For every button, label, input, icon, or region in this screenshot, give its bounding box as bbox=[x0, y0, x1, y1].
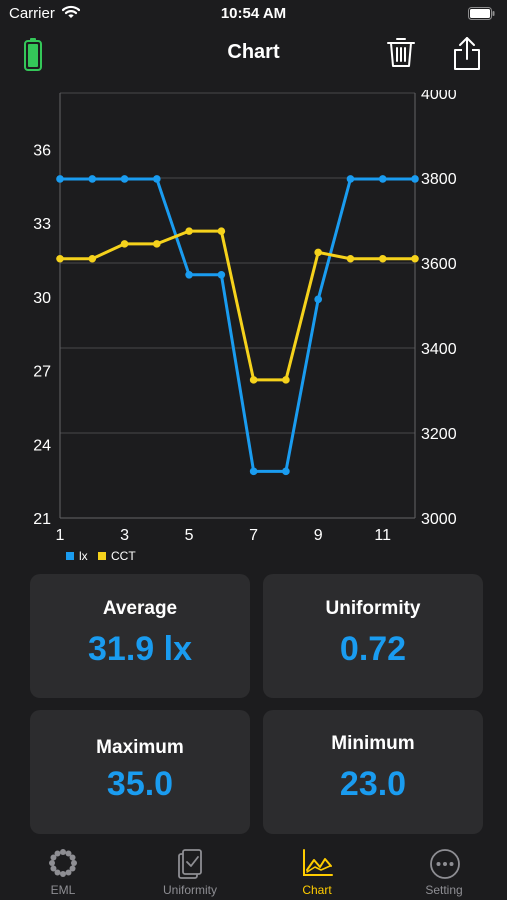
average-card: Average 31.9 lx bbox=[30, 574, 250, 698]
right-tick-label: 3000 bbox=[421, 511, 457, 528]
share-button[interactable] bbox=[452, 35, 482, 71]
chart: 21 24 27 30 33 36 3000 3200 3400 3600 3800 4000 1 3 5 7… bbox=[0, 90, 507, 565]
data-point-lx bbox=[120, 175, 129, 183]
data-point-cct bbox=[378, 254, 387, 263]
share-icon bbox=[454, 37, 480, 70]
x-tick-label: 5 bbox=[185, 527, 194, 544]
status-battery-icon bbox=[468, 7, 495, 25]
trash-icon bbox=[387, 38, 415, 67]
data-point-cct bbox=[185, 227, 193, 235]
legend-swatch-cct bbox=[98, 552, 106, 560]
tab-eml-label: EML bbox=[50, 883, 76, 897]
data-point-cct bbox=[249, 376, 258, 384]
right-tick-label: 4000 bbox=[421, 90, 457, 103]
nav-bar: Chart bbox=[0, 30, 507, 80]
data-point-lx bbox=[217, 270, 226, 279]
tab-chart[interactable]: Chart bbox=[254, 840, 380, 900]
data-point-cct bbox=[120, 240, 129, 248]
minimum-value: 23.0 bbox=[339, 765, 407, 803]
data-point-cct bbox=[153, 240, 161, 248]
data-point-lx bbox=[378, 175, 387, 183]
series-line-lx bbox=[60, 177, 415, 473]
data-point-cct bbox=[88, 254, 97, 263]
maximum-value: 35.0 bbox=[106, 765, 174, 803]
x-tick-label: 7 bbox=[249, 527, 258, 544]
tab-uniformity-label: Uniformity bbox=[162, 883, 217, 897]
data-point-lx bbox=[411, 175, 419, 183]
tab-chart-label: Chart bbox=[302, 883, 332, 897]
legend-swatch-lx bbox=[66, 552, 74, 560]
data-point-cct bbox=[346, 254, 355, 263]
right-tick-label: 3800 bbox=[421, 171, 457, 188]
average-value: 31.9 lx bbox=[88, 630, 192, 668]
status-bar: Carrier 10:54 AM bbox=[0, 0, 507, 30]
maximum-label: Maximum bbox=[96, 737, 184, 758]
legend-label-lx: lx bbox=[79, 549, 88, 563]
data-point-lx bbox=[346, 175, 355, 183]
right-tick-label: 3600 bbox=[421, 256, 457, 273]
series-line-cct bbox=[60, 229, 415, 382]
left-tick-label: 27 bbox=[33, 364, 51, 381]
left-tick-label: 21 bbox=[33, 511, 51, 528]
maximum-card: Maximum 35.0 bbox=[30, 710, 250, 834]
data-point-lx bbox=[56, 175, 64, 183]
device-battery-icon bbox=[24, 38, 42, 76]
data-point-lx bbox=[282, 467, 290, 476]
minimum-card: Minimum 23.0 bbox=[263, 710, 483, 834]
page-title: Chart bbox=[227, 41, 280, 63]
right-tick-label: 3400 bbox=[421, 341, 457, 358]
data-point-cct bbox=[314, 248, 322, 257]
x-tick-label: 1 bbox=[56, 527, 65, 544]
trash-button[interactable] bbox=[386, 35, 416, 69]
tab-uniformity[interactable]: Uniformity bbox=[127, 840, 253, 900]
data-point-lx bbox=[249, 467, 258, 476]
wifi-icon bbox=[61, 5, 81, 24]
average-label: Average bbox=[102, 598, 178, 619]
data-point-cct bbox=[56, 254, 64, 263]
legend-label-cct: CCT bbox=[111, 549, 136, 563]
x-tick-label: 9 bbox=[314, 527, 323, 544]
tab-setting[interactable]: Setting bbox=[381, 840, 507, 900]
data-point-lx bbox=[185, 270, 193, 279]
left-tick-label: 33 bbox=[33, 216, 51, 233]
data-point-cct bbox=[411, 254, 419, 263]
data-point-lx bbox=[88, 175, 97, 183]
uniformity-card: Uniformity 0.72 bbox=[263, 574, 483, 698]
tab-setting-label: Setting bbox=[425, 883, 463, 897]
left-tick-label: 30 bbox=[33, 290, 51, 307]
chart-line-icon bbox=[302, 848, 333, 878]
data-point-lx bbox=[314, 295, 322, 304]
minimum-label: Minimum bbox=[331, 733, 415, 754]
x-tick-label: 3 bbox=[120, 527, 129, 544]
data-point-cct bbox=[282, 376, 290, 384]
tab-eml[interactable]: EML bbox=[0, 840, 126, 900]
right-tick-label: 3200 bbox=[421, 426, 457, 443]
status-time: 10:54 AM bbox=[220, 5, 287, 22]
line-chart-svg: 21 24 27 30 33 36 3000 3200 3400 3600 3800 4000 1 3 5 7… bbox=[33, 90, 457, 563]
eml-dots-icon bbox=[48, 848, 78, 878]
data-point-lx bbox=[153, 175, 161, 183]
data-point-cct bbox=[217, 227, 226, 235]
setting-more-icon bbox=[429, 848, 460, 879]
x-tick-label: 11 bbox=[374, 527, 391, 544]
carrier-label: Carrier bbox=[9, 5, 55, 22]
tab-bar: EML Uniformity Chart bbox=[0, 840, 507, 900]
uniformity-value: 0.72 bbox=[339, 630, 407, 668]
left-tick-label: 36 bbox=[33, 143, 51, 160]
uniformity-clipboard-icon bbox=[175, 848, 205, 879]
left-tick-label: 24 bbox=[33, 437, 51, 454]
uniformity-label: Uniformity bbox=[325, 598, 421, 619]
